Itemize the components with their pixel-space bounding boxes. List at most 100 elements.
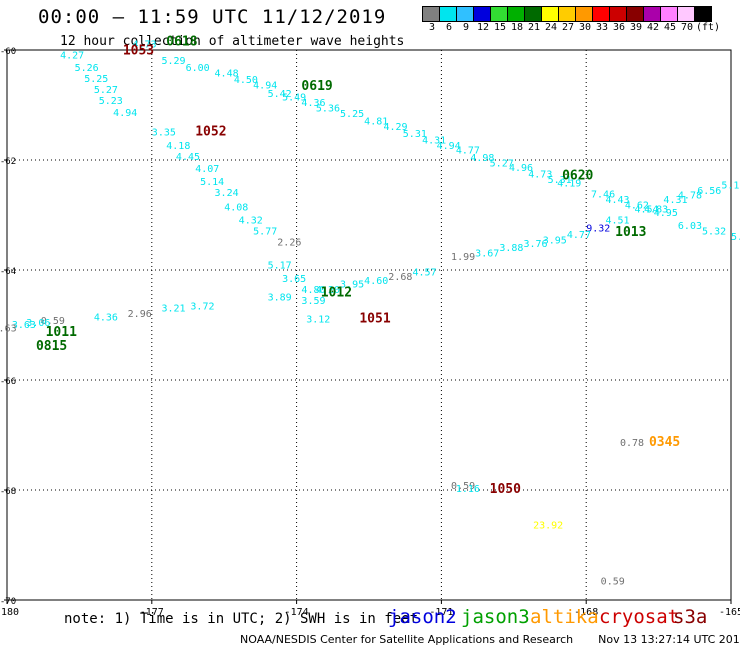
wave-height-label: 4.54: [634, 204, 658, 215]
wave-height-label: 3.35: [152, 127, 176, 138]
wave-height-label: 3.06: [26, 318, 50, 329]
wave-height-label: 4.45: [176, 152, 200, 163]
colorbar-tick-label: 27: [562, 22, 575, 33]
wave-height-label: 2.63: [0, 324, 17, 335]
wave-height-label: 5.42: [268, 89, 292, 100]
wave-height-label: 1.16: [456, 484, 480, 495]
pass-time-label: 1053: [123, 43, 154, 58]
wave-height-label: 3.95: [340, 280, 364, 291]
wave-height-label: 4.18: [166, 141, 190, 152]
colorbar-tick-label: 15: [494, 22, 507, 33]
wave-height-label: 0.59: [41, 316, 65, 327]
wave-height-label: 4.20: [316, 285, 340, 296]
wave-height-label: 5.14: [200, 177, 224, 188]
wave-height-label: 4.31: [422, 136, 446, 147]
wave-height-label: 4.83: [644, 204, 668, 215]
wave-height-label: 6.56: [697, 186, 721, 197]
colorbar-swatch: [542, 7, 559, 21]
note-text: note: 1) Time is in UTC; 2) SWH is in fe…: [64, 611, 419, 627]
wave-height-label: 4.19: [557, 178, 581, 189]
wave-height-label: 3.59: [301, 296, 325, 307]
wave-height-label: 3.76: [523, 239, 547, 250]
colorbar-unit: (ft): [696, 22, 721, 33]
wave-height-label: 2.26: [277, 237, 301, 248]
wave-height-label: 23.92: [533, 521, 563, 532]
lat-tick-label: -60: [0, 47, 16, 57]
colorbar-swatch: [644, 7, 661, 21]
wave-height-label: 4.73: [528, 170, 552, 181]
wave-height-label: 5.26: [75, 63, 99, 74]
colorbar-tick-label: 6: [446, 22, 453, 33]
colorbar-tick-label: 3: [429, 22, 436, 33]
wave-height-label: 5.31: [403, 129, 427, 140]
wave-height-label: 4.95: [654, 208, 678, 219]
wave-height-label: 4.43: [606, 195, 630, 206]
colorbar-labels: 3 6 9 12 15 18 21 24 27 30 33 36 39 42 45 70 (ft): [422, 22, 728, 34]
wave-height-label: 4.80: [301, 285, 325, 296]
colorbar-tick-label: 12: [477, 22, 490, 33]
wave-height-label: 4.81: [364, 116, 388, 127]
wave-height-label: 3.95: [543, 236, 567, 247]
pass-time-label: 1051: [359, 311, 390, 326]
wave-height-label: 4.48: [215, 68, 239, 79]
wave-height-label: 5.17: [268, 260, 292, 271]
colorbar-tick-label: 18: [511, 22, 524, 33]
pass-time-label: 0620: [562, 168, 593, 183]
pass-time-label: 0345: [649, 435, 680, 450]
colorbar-tick-label: 9: [463, 22, 470, 33]
map-frame: [6, 49, 732, 601]
colorbar-swatch: [576, 7, 593, 21]
colorbar-swatch: [474, 7, 491, 21]
wave-height-label: 3.24: [215, 188, 239, 199]
lon-tick-label: -165: [719, 607, 740, 618]
colorbar-swatch: [678, 7, 695, 21]
colorbar-tick-label: 39: [630, 22, 643, 33]
wave-height-label: 5.77: [253, 226, 277, 237]
colorbar-swatch: [661, 7, 678, 21]
wave-height-label: 5.31: [548, 175, 572, 186]
colorbar-tick-label: 42: [647, 22, 660, 33]
wave-height-label: 3.63: [12, 320, 36, 331]
wave-height-label: 7.46: [591, 189, 615, 200]
wave-height-label: 4.96: [509, 163, 533, 174]
colorbar-tick-label: 70: [681, 22, 694, 33]
colorbar-swatch: [491, 7, 508, 21]
pass-time-label: 1050: [490, 482, 521, 497]
wave-height-label: 4.62: [625, 200, 649, 211]
wave-height-label: 6.00: [186, 63, 210, 74]
lat-tick-label: -66: [0, 377, 16, 387]
wave-height-label: 4.77: [456, 145, 480, 156]
pass-time-label: 0618: [166, 35, 197, 50]
lon-tick-label: -171: [429, 607, 453, 618]
wave-height-label: 5.49: [282, 93, 306, 104]
wave-height-label: 4.98: [470, 153, 494, 164]
colorbar-tick-label: 21: [528, 22, 541, 33]
legend-jason3: jason3: [461, 606, 530, 628]
wave-height-label: 3.21: [161, 303, 185, 314]
colorbar-swatch: [423, 7, 440, 21]
colorbar-swatches: [422, 6, 712, 22]
wave-height-label: 2.68: [388, 272, 412, 283]
wave-height-label: 0.78: [620, 438, 644, 449]
wave-height-label: 5.25: [84, 74, 108, 85]
wave-height-label: 4.08: [224, 203, 248, 214]
wave-height-label: 5.25: [340, 109, 364, 120]
wave-height-label: 4.36: [301, 98, 325, 109]
wave-height-label: 4.29: [383, 122, 407, 133]
wave-height-label: 4.94: [113, 108, 137, 119]
wave-height-label: 3.89: [268, 292, 292, 303]
wave-height-label: 4.94: [437, 141, 461, 152]
colorbar-swatch: [457, 7, 474, 21]
wave-height-label: 0.59: [601, 577, 625, 588]
wave-height-label: 4.78: [678, 191, 702, 202]
wave-height-label: 4.36: [94, 313, 118, 324]
timestamp-text: Nov 13 13:27:14 UTC 2019: [598, 633, 740, 646]
wave-height-label: 4.60: [364, 276, 388, 287]
colorbar-swatch: [559, 7, 576, 21]
legend-altika: altika: [530, 606, 599, 628]
pass-time-label: 1052: [195, 124, 226, 139]
pass-time-label: 1012: [321, 285, 352, 300]
page-subtitle: 12 hour collection of altimeter wave hei…: [60, 34, 405, 49]
lon-tick-label: -174: [285, 607, 309, 618]
wave-height-label: 4.27: [60, 50, 84, 61]
